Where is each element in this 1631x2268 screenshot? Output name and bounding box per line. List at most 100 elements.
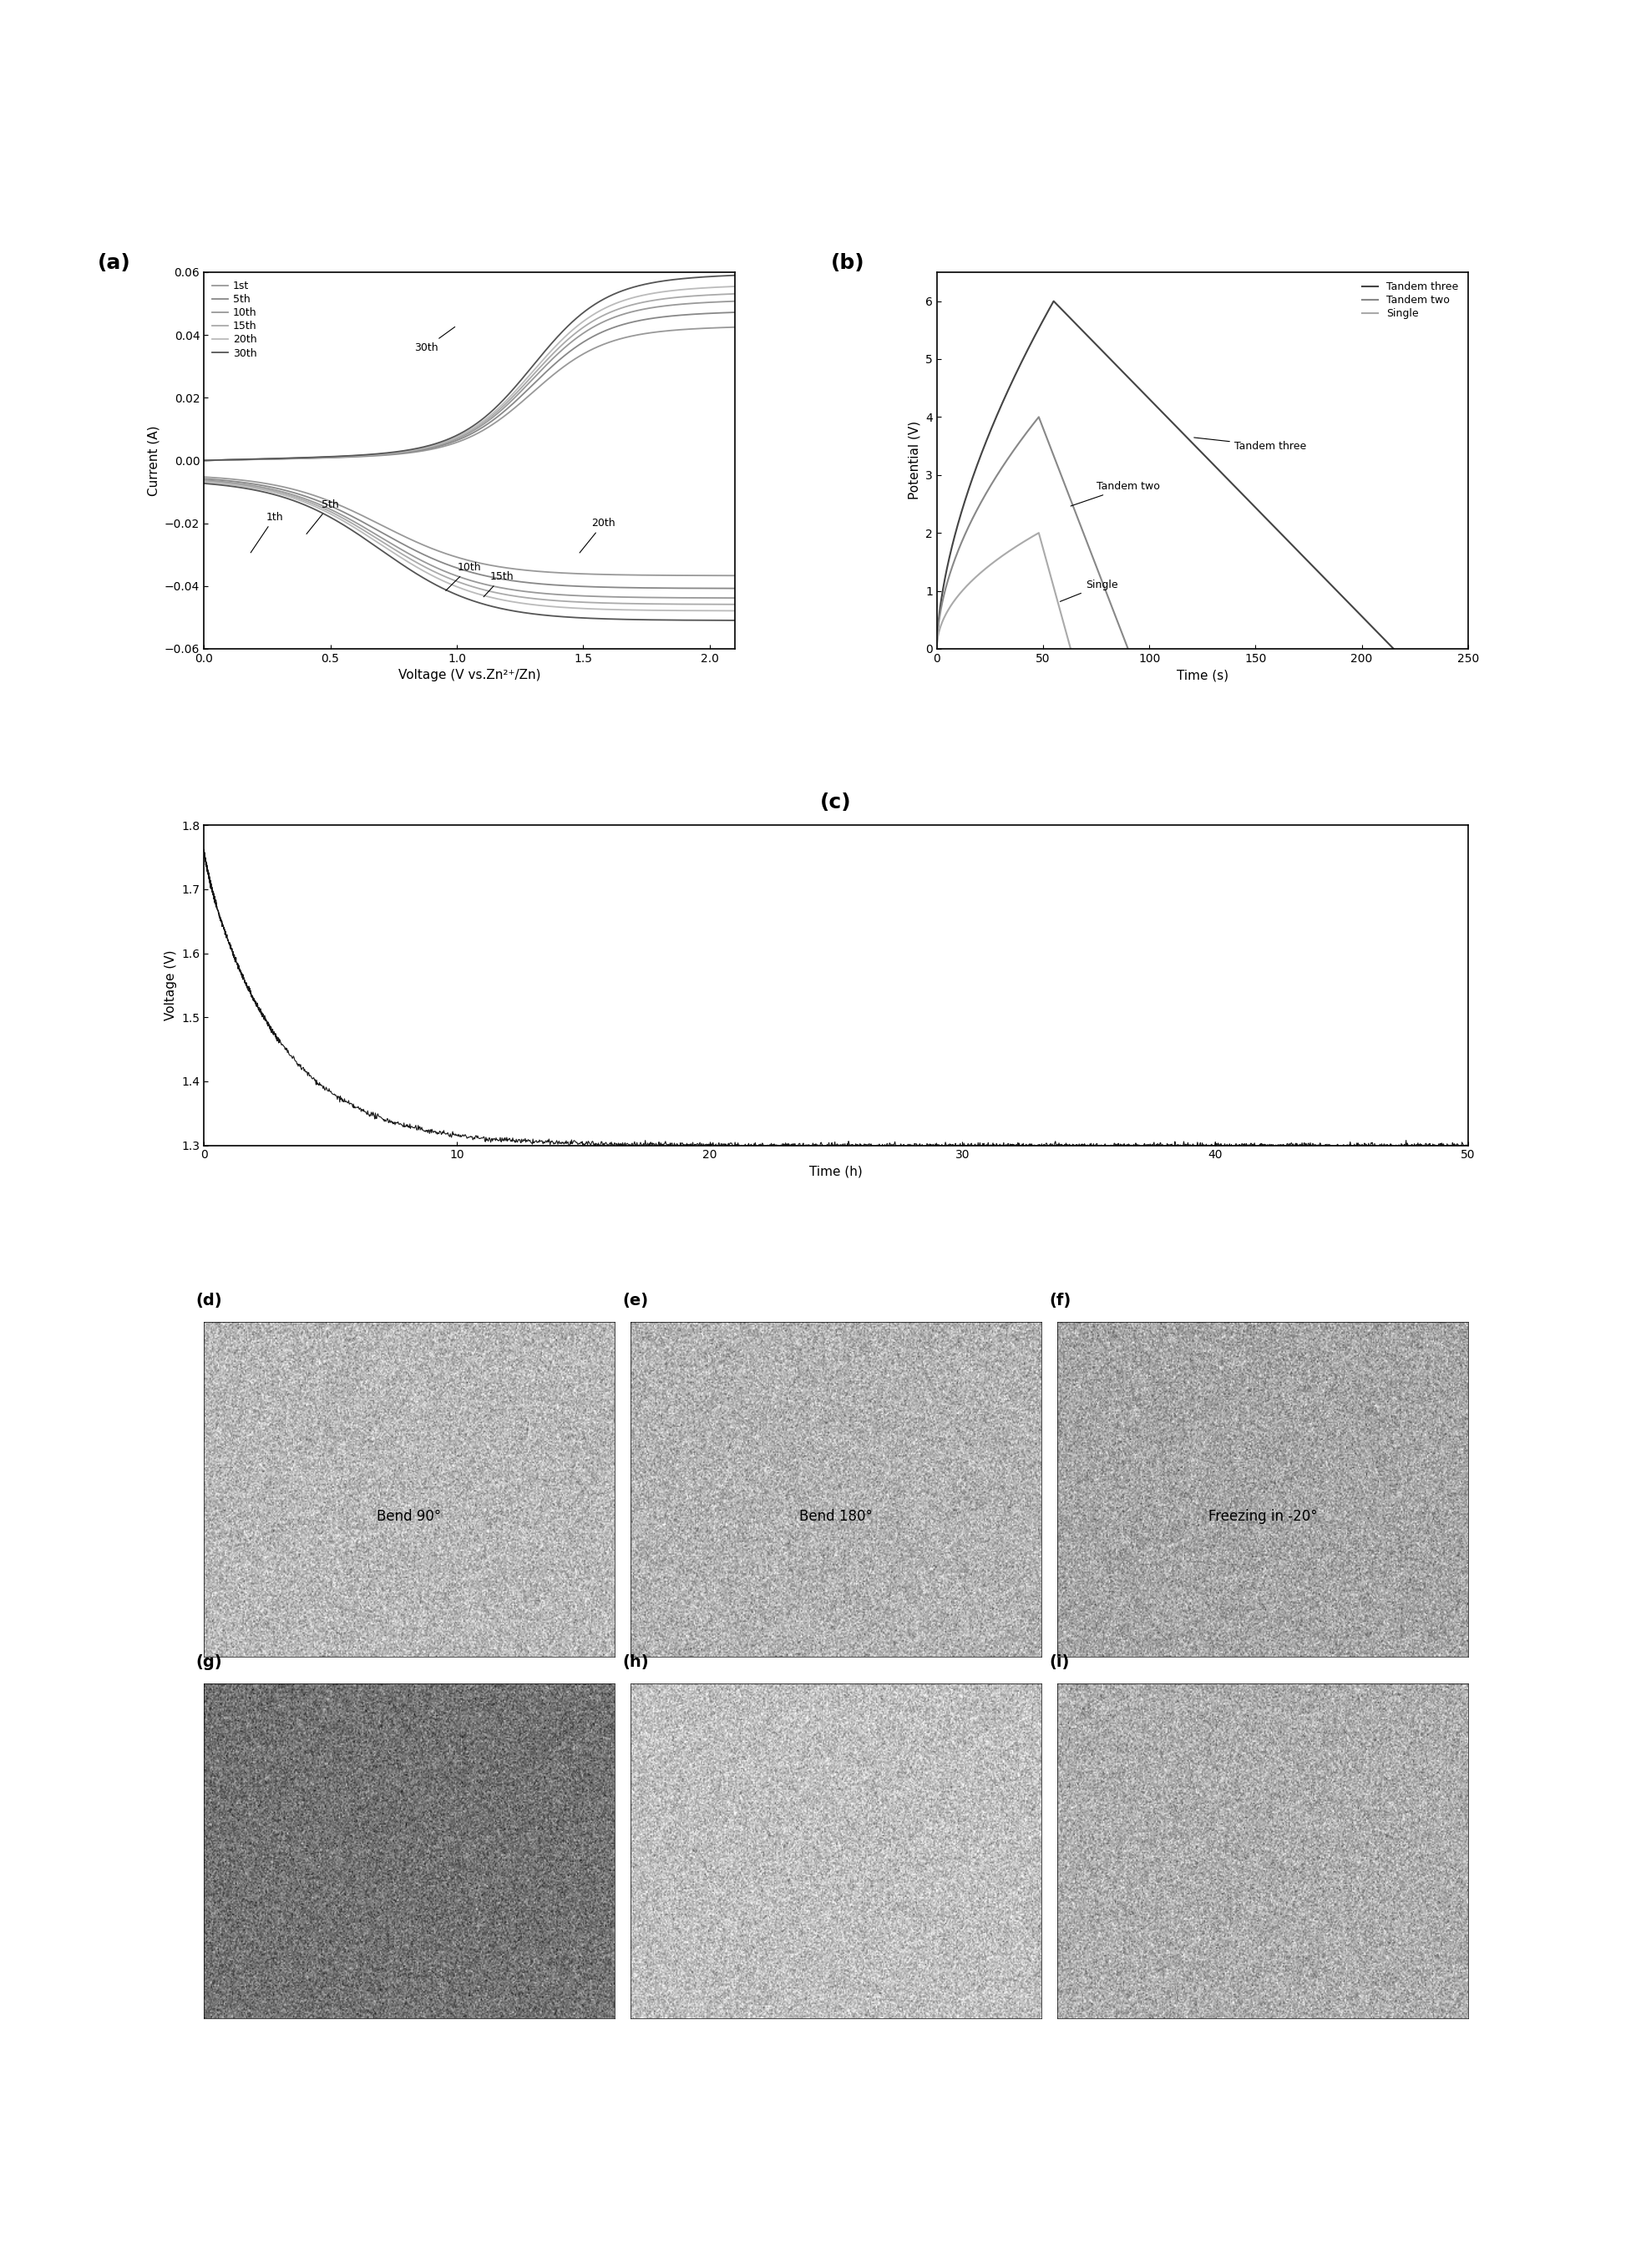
Line: Tandem three: Tandem three: [936, 302, 1393, 649]
Single: [1029, 519, 1049, 547]
1st: [651, 318, 670, 345]
Text: Tandem three: Tandem three: [1194, 438, 1306, 451]
Text: Bend 90°: Bend 90°: [377, 1508, 442, 1524]
30th: [532, 340, 551, 367]
1st: [227, 447, 246, 474]
Tandem three: [1032, 308, 1052, 336]
Text: (g): (g): [196, 1653, 222, 1669]
Single: [1060, 635, 1080, 662]
Tandem three: [1217, 465, 1236, 492]
10th: [194, 447, 214, 474]
10th: [651, 293, 670, 320]
5th: [502, 390, 522, 417]
Tandem three: [987, 401, 1006, 429]
Single: [1018, 526, 1037, 553]
X-axis label: Voltage (V vs.Zn²⁺/Zn): Voltage (V vs.Zn²⁺/Zn): [398, 669, 540, 683]
Tandem two: [1078, 531, 1098, 558]
15th: [517, 370, 537, 397]
15th: [227, 447, 246, 474]
Text: 20th: 20th: [579, 517, 615, 553]
Text: Bend 180°: Bend 180°: [799, 1508, 873, 1524]
1st: [726, 313, 745, 340]
Tandem three: [926, 635, 946, 662]
20th: [517, 365, 537, 392]
10th: [597, 306, 617, 333]
Line: Single: Single: [936, 533, 1070, 649]
15th: [726, 281, 745, 308]
10th: [227, 447, 246, 474]
10th: [517, 372, 537, 399]
20th: [651, 279, 670, 306]
30th: [517, 361, 537, 388]
Tandem two: [1019, 415, 1039, 442]
Text: 15th: 15th: [484, 572, 514, 596]
Single: [1018, 526, 1037, 553]
5th: [194, 447, 214, 474]
Tandem two: [1010, 429, 1029, 456]
20th: [532, 347, 551, 374]
Text: (e): (e): [623, 1293, 649, 1309]
20th: [502, 381, 522, 408]
15th: [597, 299, 617, 327]
30th: [651, 268, 670, 295]
5th: [227, 447, 246, 474]
1st: [502, 397, 522, 424]
20th: [227, 447, 246, 474]
Tandem two: [1114, 621, 1134, 649]
30th: [227, 447, 246, 474]
Text: Freezing in -20°: Freezing in -20°: [1209, 1508, 1318, 1524]
Text: (i): (i): [1049, 1653, 1070, 1669]
Text: (a): (a): [98, 254, 130, 274]
Tandem three: [1158, 406, 1178, 433]
Tandem three: [1383, 635, 1403, 662]
10th: [726, 288, 745, 315]
Text: 30th: 30th: [414, 327, 455, 354]
Text: (c): (c): [820, 792, 851, 812]
Text: (f): (f): [1049, 1293, 1072, 1309]
X-axis label: Time (s): Time (s): [1176, 669, 1228, 683]
5th: [517, 376, 537, 404]
Line: 5th: 5th: [204, 313, 736, 460]
Single: [1052, 603, 1072, 631]
30th: [726, 261, 745, 288]
Line: 10th: 10th: [204, 302, 736, 460]
Single: [928, 626, 948, 653]
Text: (b): (b): [830, 254, 864, 274]
30th: [194, 447, 214, 474]
10th: [502, 386, 522, 413]
Tandem two: [1028, 404, 1047, 431]
Text: (d): (d): [196, 1293, 222, 1309]
20th: [194, 447, 214, 474]
5th: [597, 318, 617, 345]
1st: [517, 386, 537, 413]
Line: Tandem two: Tandem two: [936, 417, 1129, 649]
Text: (h): (h): [623, 1653, 649, 1669]
15th: [651, 286, 670, 313]
5th: [532, 363, 551, 390]
Text: Single: Single: [1060, 581, 1117, 601]
Single: [926, 635, 946, 662]
15th: [502, 383, 522, 411]
X-axis label: Time (h): Time (h): [809, 1166, 863, 1179]
15th: [194, 447, 214, 474]
5th: [651, 304, 670, 331]
Tandem three: [1106, 349, 1125, 376]
1st: [194, 447, 214, 474]
Tandem three: [969, 449, 988, 476]
5th: [726, 299, 745, 327]
Y-axis label: Potential (V): Potential (V): [908, 422, 920, 499]
Line: 30th: 30th: [204, 274, 736, 460]
Tandem two: [1119, 635, 1138, 662]
Legend: 1st, 5th, 10th, 15th, 20th, 30th: 1st, 5th, 10th, 15th, 20th, 30th: [209, 277, 259, 363]
Tandem two: [1008, 431, 1028, 458]
Single: [1045, 581, 1065, 608]
1st: [532, 370, 551, 397]
Tandem three: [1044, 288, 1063, 315]
Text: 1th: 1th: [251, 513, 284, 553]
Y-axis label: Voltage (V): Voltage (V): [165, 950, 176, 1021]
Text: 5th: 5th: [307, 499, 339, 533]
Line: 20th: 20th: [204, 286, 736, 460]
20th: [726, 272, 745, 299]
Tandem two: [1029, 404, 1049, 431]
Tandem two: [926, 635, 946, 662]
